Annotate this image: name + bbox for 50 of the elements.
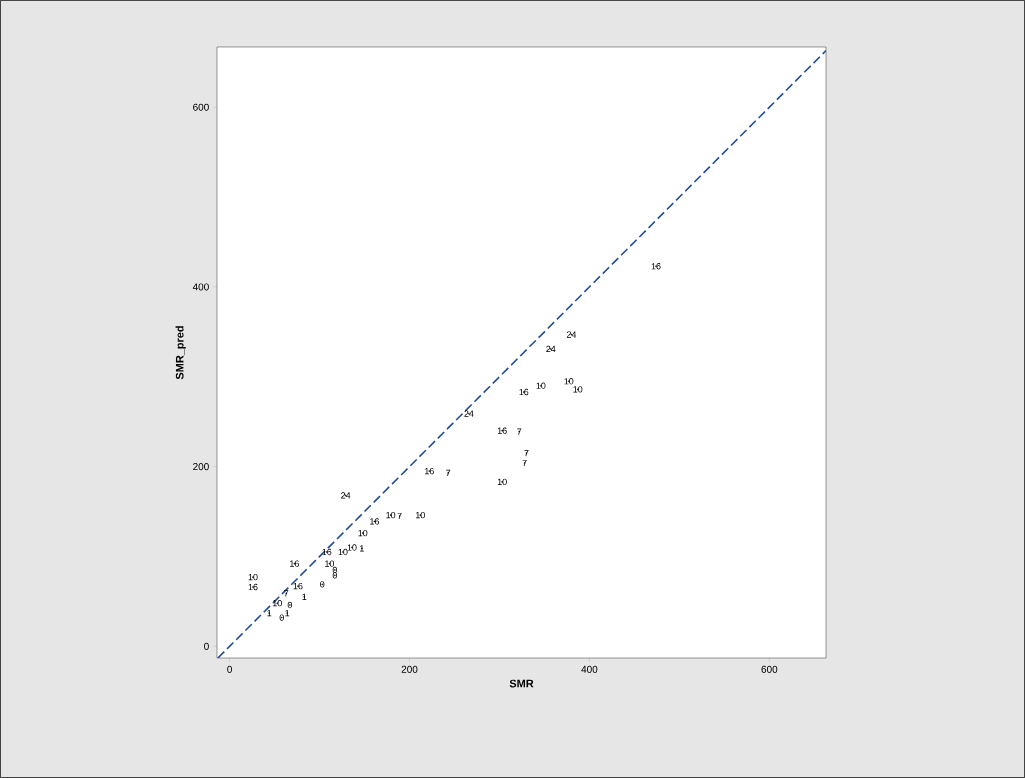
text: 10: [325, 560, 335, 567]
text: 10: [248, 573, 258, 581]
y-tick-label: 400: [192, 283, 209, 291]
y-tick-label: 0: [204, 642, 209, 650]
text: 16: [370, 518, 380, 525]
text: 0: [279, 614, 284, 621]
text: 16: [519, 388, 529, 396]
text: 16: [290, 560, 299, 567]
x-tick-label: 600: [761, 665, 778, 673]
text: 10: [536, 382, 546, 389]
text: 7: [397, 512, 402, 520]
text: 16: [651, 263, 661, 270]
series-label: 0: [287, 601, 293, 609]
series-label: 1: [360, 545, 364, 552]
x-tick-label: 400: [581, 665, 598, 673]
text: 7: [284, 590, 289, 597]
x-tick-label: 0: [227, 665, 232, 673]
text: 24: [464, 410, 474, 417]
series-label: 24: [566, 331, 577, 338]
text: 10: [386, 511, 396, 519]
y-tick-label: 200: [193, 463, 209, 471]
text: 1: [285, 609, 290, 617]
text: 7: [517, 428, 522, 435]
text: 0: [332, 566, 337, 574]
series-label: 10: [416, 511, 425, 519]
text: 16: [497, 427, 507, 434]
text: 10: [573, 386, 583, 393]
text: 10: [564, 378, 574, 385]
text: 0: [332, 572, 337, 579]
text: 16: [425, 467, 434, 475]
text: 24: [341, 492, 351, 499]
y-axis-title: SMR_pred: [175, 326, 186, 380]
x-tick-label: 200: [401, 665, 418, 673]
text: 0: [320, 581, 325, 588]
text: 1: [267, 609, 272, 617]
text: 10: [358, 529, 368, 537]
text: 1: [302, 593, 307, 600]
text: 7: [524, 450, 529, 457]
series-label: 7: [522, 459, 527, 467]
x-axis-title: SMR: [509, 679, 534, 688]
text: 16: [293, 582, 303, 590]
text: 10: [497, 478, 507, 486]
text: 24: [546, 345, 556, 353]
text: 10: [272, 600, 282, 607]
text: 7: [446, 469, 451, 476]
text: 10: [347, 544, 357, 551]
y-tick-label: 600: [193, 103, 209, 111]
series-label: 16: [248, 583, 258, 591]
text: 10: [338, 548, 348, 556]
text: 16: [322, 548, 332, 556]
